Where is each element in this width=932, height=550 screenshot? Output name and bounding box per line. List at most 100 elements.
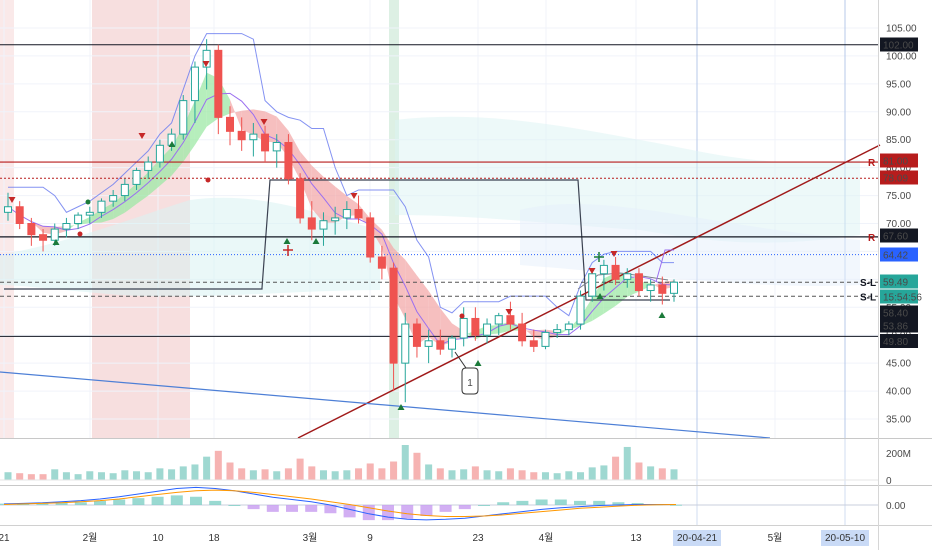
oscillator-histogram-bar [305, 505, 318, 512]
volume-tick: 200M [886, 449, 911, 460]
volume-bar [74, 474, 82, 480]
oscillator-histogram-bar [343, 505, 356, 518]
oscillator-histogram-bar [458, 505, 471, 510]
horizontal-levels: R R S-L S-L [0, 44, 878, 337]
candle-body [3, 206, 13, 213]
oscillator-histogram-bar [401, 505, 414, 519]
ma-ribbon-segment [113, 193, 125, 219]
volume-bar [588, 467, 596, 480]
candlestick-series [3, 39, 679, 403]
oscillator-histogram-bar [574, 500, 586, 505]
candle-body [366, 217, 375, 258]
price-label-text: 64.42 [883, 251, 908, 262]
volume-bar [530, 472, 538, 480]
dot-marker [77, 231, 83, 237]
candle-body [190, 66, 199, 102]
indicator-lines [4, 33, 675, 346]
x-tick-label: 2월 [83, 532, 98, 544]
buy-signal-marker [658, 312, 666, 318]
volume-bar [413, 452, 421, 480]
volume-bar [319, 470, 327, 480]
candle-body [634, 273, 643, 292]
cloud-area [0, 197, 380, 297]
volume-panel: 200M 0 [0, 445, 911, 487]
oscillator-histogram-bar [151, 496, 164, 505]
volume-tick: 0 [886, 476, 892, 487]
dot-marker [459, 313, 465, 319]
volume-bar [261, 469, 269, 480]
price-label-box [880, 37, 918, 52]
ma-ribbon-segment [405, 259, 417, 345]
ma-ribbon-segment [124, 183, 137, 213]
y-tick-label: 35.00 [886, 415, 911, 426]
candle-body [483, 323, 492, 336]
oscillator-histogram-bar [228, 505, 241, 506]
volume-bar [144, 472, 152, 480]
oscillator-histogram-bar [478, 505, 490, 506]
oscillator-histogram-bar [362, 505, 375, 521]
sell-signal-marker [138, 133, 146, 139]
price-label-box [880, 305, 918, 320]
buy-signal-marker [168, 141, 176, 147]
candle-body [109, 195, 118, 202]
level-tag: S-L [860, 278, 876, 289]
candle-body [669, 281, 679, 294]
x-tick-label: 10 [152, 533, 164, 544]
y-tick-label: 75.00 [886, 191, 911, 202]
volume-bar [214, 450, 222, 480]
oscillator-histogram-bar [74, 502, 87, 505]
volume-bar [296, 458, 304, 480]
candle-body [272, 142, 281, 152]
volume-bar [425, 464, 433, 480]
candle-body [155, 144, 164, 163]
y-tick-label: 95.00 [886, 79, 911, 90]
volume-bar [133, 471, 141, 480]
shaded-period-band [389, 0, 399, 438]
volume-bar [51, 469, 59, 480]
y-tick-label: 40.00 [886, 387, 911, 398]
oscillator-histogram-bar [286, 505, 298, 512]
cloud-area [395, 116, 860, 243]
volume-bar [612, 456, 620, 480]
volume-bar [506, 468, 514, 480]
time-axis[interactable]: 21 2월 10 18 3월 9 23 4월 13 5월 20-04-21 20-05-10 [0, 530, 869, 546]
candle-body [296, 178, 305, 219]
volume-bar [226, 462, 234, 480]
candle-body [249, 133, 258, 141]
volume-bar [541, 472, 549, 480]
volume-bar [658, 468, 666, 480]
candle-body [377, 256, 386, 269]
price-label-box [880, 289, 918, 304]
volume-bar [249, 470, 257, 480]
buy-signal-marker [474, 360, 482, 366]
range-label-box [673, 530, 721, 546]
volume-bar [518, 470, 526, 480]
candle-body [564, 323, 573, 331]
volume-bar [600, 465, 608, 480]
oscillator-histogram-bar [113, 499, 126, 505]
oscillator-histogram-bar [554, 499, 567, 505]
volume-bar [577, 472, 585, 480]
candle-body [120, 183, 129, 197]
price-label-text: 53.86 [883, 322, 908, 333]
candle-body [74, 214, 83, 225]
price-axis[interactable]: 105.00 100.00 95.00 90.00 85.00 80.00 75.00 70.… [886, 24, 917, 426]
volume-bar [156, 468, 164, 480]
volume-bar [635, 462, 643, 480]
annotation-callout: 1 [454, 351, 479, 395]
oscillator-histogram-bar [324, 505, 337, 514]
price-label-text: 59.49 [883, 278, 908, 289]
candle-body [599, 264, 608, 275]
candle-body [401, 323, 410, 364]
candle-body [436, 340, 445, 350]
volume-bar [331, 471, 339, 480]
price-label-text: 81.00 [883, 157, 908, 168]
oscillator-histogram-bar [439, 505, 452, 512]
x-tick-label: 21 [0, 533, 10, 544]
x-tick-label: 23 [472, 533, 484, 544]
volume-bar [62, 472, 70, 480]
volume-bar [460, 469, 468, 480]
dot-marker [85, 199, 91, 205]
callout-label: 1 [467, 378, 473, 389]
